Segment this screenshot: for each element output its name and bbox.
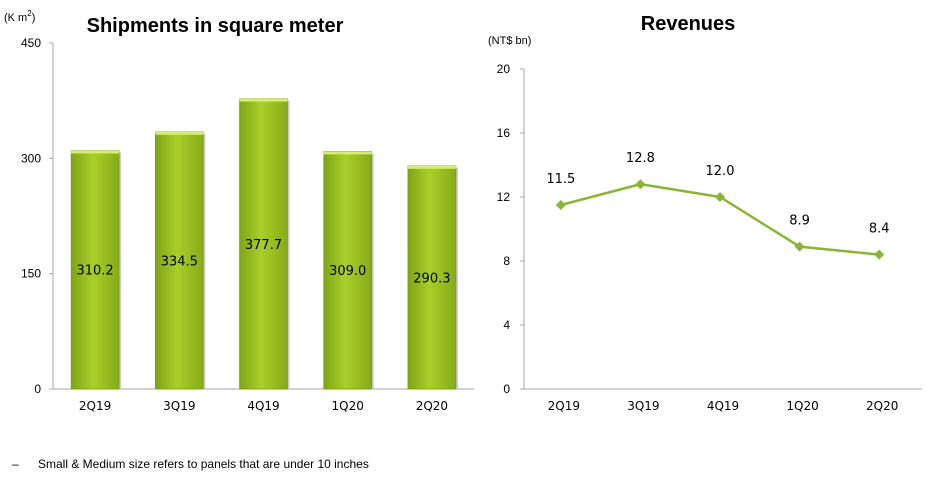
line-x-tick-label: 2Q19	[548, 399, 580, 413]
bar-top-highlight	[239, 98, 288, 102]
bar-top-highlight	[323, 151, 372, 155]
bar-value-label: 377.7	[245, 238, 282, 253]
bar-1Q20	[323, 151, 373, 390]
bar-x-tick-label: 2Q19	[79, 399, 111, 413]
bar-2Q19	[70, 150, 120, 390]
footnote-bullet: –	[12, 457, 19, 471]
revenue-point-2Q20	[874, 249, 885, 260]
bar-x-tick-label: 3Q19	[163, 399, 195, 413]
bar-y-tick-label: 0	[34, 382, 41, 396]
revenue-point-4Q19	[715, 192, 725, 202]
revenue-point-2Q19	[555, 200, 566, 210]
line-x-tick-label: 2Q20	[866, 399, 898, 413]
bar-chart-title: Shipments in square meter	[87, 15, 344, 37]
revenue-point-3Q19	[635, 179, 646, 190]
bar-y-tick-label: 150	[21, 267, 41, 281]
line-value-label: 8.9	[789, 214, 810, 229]
line-value-label: 8.4	[869, 222, 890, 237]
line-y-tick-label: 8	[503, 254, 510, 268]
bar-top-highlight	[71, 150, 120, 154]
line-y-tick-label: 16	[497, 126, 511, 140]
bar-top-highlight	[155, 131, 204, 135]
line-value-label: 11.5	[546, 172, 575, 187]
line-x-tick-label: 1Q20	[786, 399, 818, 413]
bar-unit-label: (K m2)	[4, 9, 35, 24]
line-y-tick-label: 0	[503, 382, 510, 396]
bar-value-label: 290.3	[413, 271, 450, 286]
bar-3Q19	[155, 131, 204, 390]
bar-2Q20	[407, 165, 457, 390]
line-chart-title: Revenues	[641, 13, 736, 35]
bar-y-tick-label: 300	[21, 151, 41, 165]
line-y-tick-label: 4	[503, 318, 510, 332]
footnote: – Small & Medium size refers to panels th…	[12, 457, 369, 471]
bar-x-tick-label: 4Q19	[247, 399, 279, 413]
footnote-text: Small & Medium size refers to panels tha…	[38, 457, 369, 471]
bar-4Q19	[239, 98, 288, 390]
bar-y-tick-label: 450	[21, 36, 41, 50]
bar-value-label: 310.2	[76, 264, 113, 279]
line-unit-label: (NT$ bn)	[488, 35, 531, 47]
line-y-tick-label: 20	[497, 62, 511, 76]
line-value-label: 12.8	[626, 151, 655, 166]
revenue-point-1Q20	[794, 241, 805, 252]
bar-top-highlight	[407, 165, 456, 169]
line-x-tick-label: 3Q19	[627, 399, 659, 413]
charts-canvas: (K m2) Shipments in square meter 0 150 300…	[4, 9, 922, 413]
line-y-tick-label: 12	[497, 190, 511, 204]
bar-value-label: 334.5	[161, 254, 198, 269]
bar-value-label: 309.0	[329, 264, 366, 279]
line-value-label: 12.0	[706, 164, 735, 179]
line-x-tick-label: 4Q19	[707, 399, 739, 413]
bar-x-tick-label: 2Q20	[416, 399, 448, 413]
bar-x-tick-label: 1Q20	[332, 399, 364, 413]
